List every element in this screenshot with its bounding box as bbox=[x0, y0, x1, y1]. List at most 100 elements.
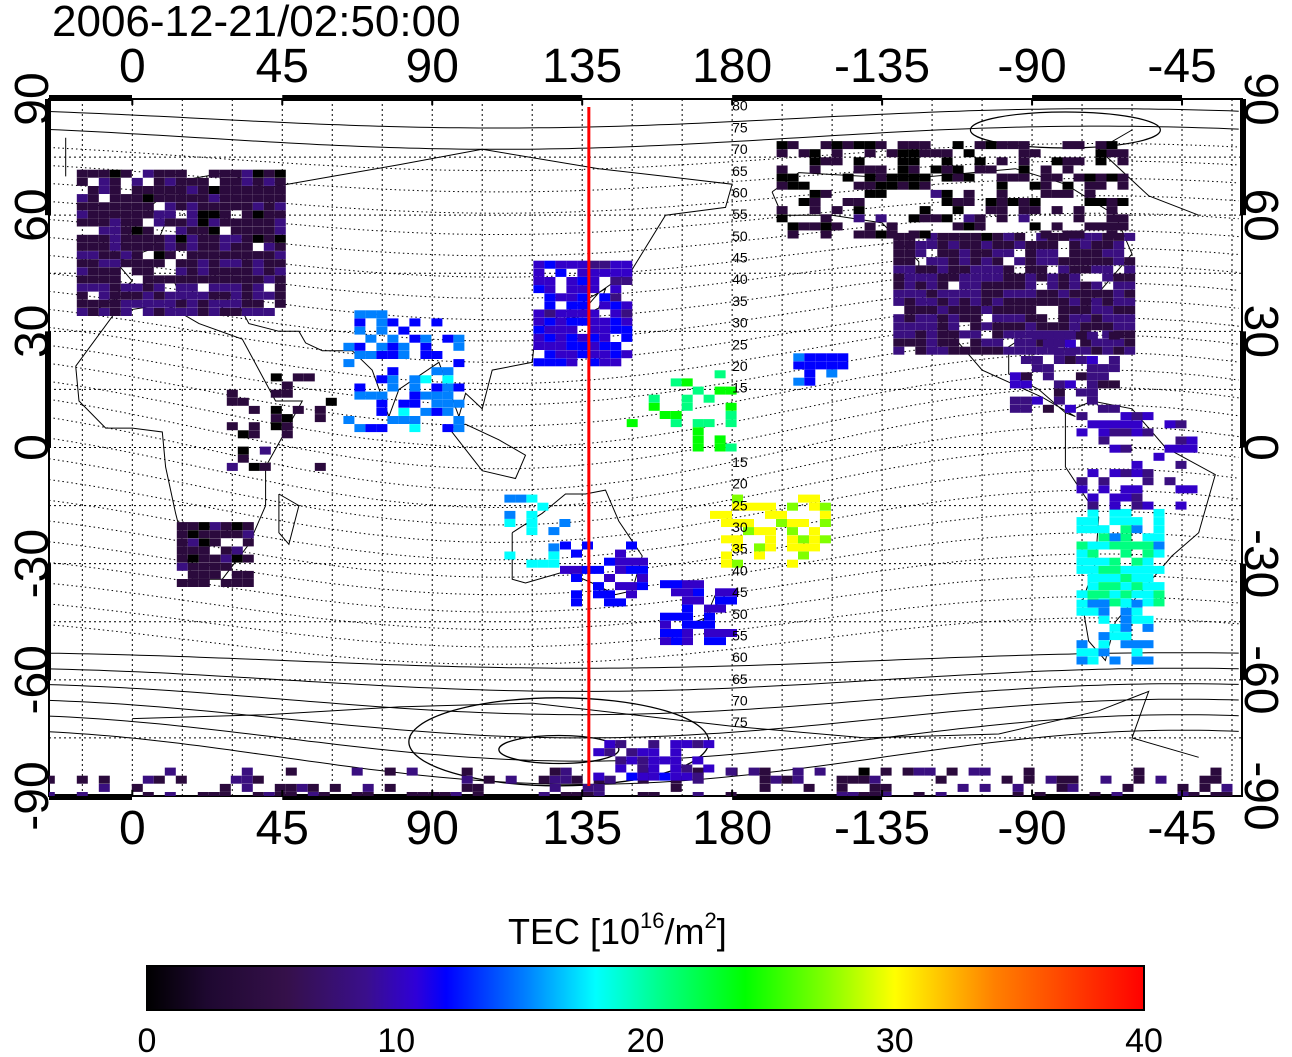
tec-cell bbox=[1064, 404, 1076, 413]
y-tick-label-right: 30 bbox=[1234, 305, 1287, 358]
tec-cell bbox=[248, 462, 260, 471]
tec-cell bbox=[1084, 198, 1096, 206]
tec-cell bbox=[208, 259, 220, 268]
colorbar-tick-label: 10 bbox=[377, 1022, 415, 1057]
tec-cell bbox=[1153, 525, 1165, 534]
tec-cell bbox=[1076, 640, 1088, 649]
colorbar-tick-label: 30 bbox=[876, 1022, 914, 1057]
tec-cell bbox=[76, 291, 88, 300]
tec-cell bbox=[1113, 289, 1125, 298]
tec-cell bbox=[76, 242, 88, 251]
tec-cell bbox=[610, 317, 622, 326]
tec-cell bbox=[164, 234, 176, 243]
tec-cell bbox=[1113, 297, 1125, 306]
tec-cell bbox=[176, 522, 188, 531]
tec-cell bbox=[604, 775, 616, 784]
tec-cell bbox=[1067, 775, 1079, 784]
tec-cell bbox=[571, 775, 583, 784]
tec-cell bbox=[826, 361, 838, 370]
tec-cell bbox=[970, 297, 982, 306]
tec-cell bbox=[1113, 232, 1125, 241]
tec-cell bbox=[252, 275, 264, 284]
tec-cell bbox=[431, 407, 443, 416]
tec-cell bbox=[599, 333, 611, 342]
tec-cell bbox=[76, 194, 88, 203]
tec-cell bbox=[1014, 257, 1026, 266]
tec-cell bbox=[637, 565, 648, 574]
tec-cell bbox=[743, 502, 754, 511]
tec-cell bbox=[175, 267, 187, 276]
tec-cell bbox=[959, 265, 971, 274]
tec-cell bbox=[241, 283, 253, 292]
tec-cell bbox=[186, 210, 198, 219]
tec-cell bbox=[1036, 249, 1048, 258]
tec-cell bbox=[798, 149, 810, 158]
y-tick-label-left: -30 bbox=[6, 529, 59, 598]
tec-cell bbox=[776, 165, 788, 174]
tec-cell bbox=[431, 318, 443, 327]
tec-cell bbox=[1124, 281, 1136, 290]
tec-cell bbox=[1058, 314, 1070, 323]
tec-cell bbox=[809, 502, 820, 511]
tec-cell bbox=[1051, 222, 1063, 231]
tec-cell bbox=[787, 519, 798, 527]
tec-cell bbox=[1095, 173, 1107, 182]
tec-cell bbox=[1142, 574, 1154, 582]
tec-cell bbox=[120, 202, 132, 211]
tec-cell bbox=[398, 407, 410, 416]
y-tick-label-left: 30 bbox=[6, 305, 59, 358]
tec-cell bbox=[1003, 281, 1015, 290]
tec-cell bbox=[1080, 257, 1092, 266]
tec-cell bbox=[566, 277, 578, 285]
tec-cell bbox=[274, 251, 286, 260]
tec-cell bbox=[571, 598, 582, 607]
tec-cell bbox=[1084, 181, 1096, 190]
tec-cell bbox=[621, 333, 633, 342]
tec-cell bbox=[959, 330, 971, 339]
tec-cell bbox=[252, 226, 264, 235]
tec-cell bbox=[142, 234, 154, 243]
tec-cell bbox=[1153, 582, 1165, 591]
tec-cell bbox=[787, 222, 799, 231]
tec-cell bbox=[504, 519, 516, 527]
tec-cell bbox=[1109, 623, 1121, 632]
axis-border-bar bbox=[282, 794, 583, 800]
tec-cell bbox=[996, 173, 1008, 182]
tec-cell bbox=[285, 783, 297, 792]
tec-cell bbox=[131, 202, 143, 211]
x-tick-label-top: -90 bbox=[997, 40, 1066, 93]
tec-cell bbox=[776, 214, 788, 223]
tec-cell bbox=[937, 297, 949, 306]
tec-cell bbox=[453, 416, 465, 424]
tec-cell bbox=[1131, 412, 1143, 421]
tec-cell bbox=[376, 424, 388, 433]
tec-cell bbox=[820, 189, 832, 198]
tec-cell bbox=[979, 783, 991, 792]
tec-cell bbox=[880, 767, 892, 776]
tec-cell bbox=[1069, 281, 1081, 290]
tec-cell bbox=[1199, 775, 1211, 784]
tec-cell bbox=[175, 775, 187, 784]
tec-cell bbox=[526, 527, 538, 536]
tec-cell bbox=[692, 756, 704, 765]
tec-cell bbox=[285, 792, 297, 796]
tec-cell bbox=[544, 342, 556, 350]
tec-cell bbox=[259, 462, 271, 471]
tec-cell bbox=[692, 792, 704, 796]
tec-cell bbox=[992, 306, 1004, 314]
tec-cell bbox=[131, 186, 143, 194]
y-tick-label-left: 90 bbox=[6, 72, 59, 125]
tec-cell bbox=[1091, 241, 1103, 249]
tec-cell bbox=[1025, 322, 1037, 331]
tec-cell bbox=[142, 792, 154, 796]
tec-cell bbox=[1080, 289, 1092, 298]
tec-cell bbox=[588, 285, 600, 294]
tec-cell bbox=[792, 767, 804, 776]
tec-cell bbox=[588, 350, 600, 359]
tec-cell bbox=[109, 169, 121, 178]
tec-cell bbox=[571, 590, 582, 599]
tec-cell bbox=[376, 351, 388, 359]
axis-border-bar bbox=[1240, 563, 1246, 680]
tec-cell bbox=[142, 259, 154, 268]
tec-cell bbox=[263, 234, 275, 243]
